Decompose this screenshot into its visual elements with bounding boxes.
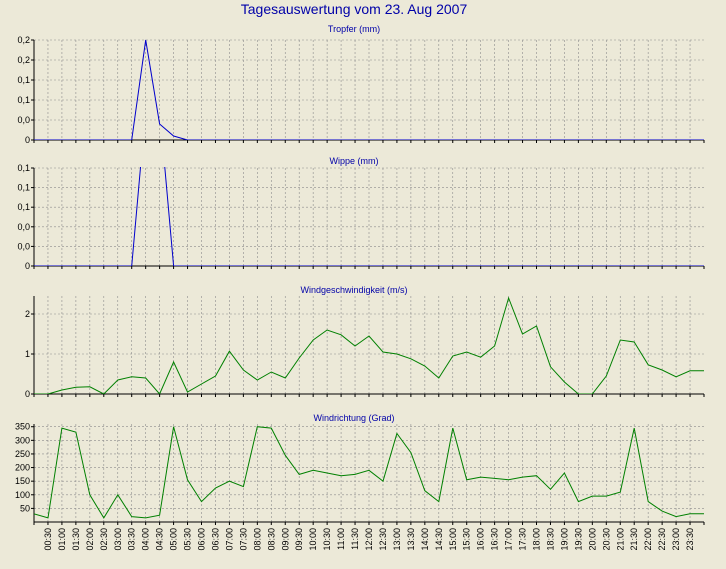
x-tick-label: 22:30 — [657, 528, 667, 551]
x-tick-label: 14:00 — [420, 528, 430, 551]
y-tick-label: 0,1 — [17, 183, 30, 193]
y-tick-label: 0 — [25, 389, 30, 399]
x-tick-label: 20:00 — [587, 528, 597, 551]
x-tick-label: 15:00 — [448, 528, 458, 551]
y-tick-label: 50 — [20, 503, 30, 513]
x-tick-label: 13:30 — [406, 528, 416, 551]
x-tick-label: 17:30 — [518, 528, 528, 551]
y-tick-label: 0,0 — [17, 222, 30, 232]
x-tick-label: 14:30 — [434, 528, 444, 551]
x-tick-label: 01:00 — [57, 528, 67, 551]
x-tick-label: 02:30 — [99, 528, 109, 551]
x-tick-label: 10:30 — [322, 528, 332, 551]
x-tick-label: 08:00 — [252, 528, 262, 551]
x-tick-label: 03:00 — [113, 528, 123, 551]
series-line — [34, 39, 704, 140]
panel-title: Tropfer (mm) — [328, 24, 380, 34]
x-tick-label: 08:30 — [266, 528, 276, 551]
x-tick-label: 16:00 — [476, 528, 486, 551]
y-tick-label: 1 — [25, 349, 30, 359]
x-tick-label: 12:30 — [378, 528, 388, 551]
y-tick-label: 2 — [25, 309, 30, 319]
y-tick-label: 350 — [15, 422, 30, 432]
x-tick-label: 05:00 — [169, 528, 179, 551]
x-tick-label: 05:30 — [183, 528, 193, 551]
x-tick-label: 21:30 — [629, 528, 639, 551]
x-tick-label: 04:00 — [141, 528, 151, 551]
y-tick-label: 0,1 — [17, 95, 30, 105]
series-line — [34, 426, 704, 519]
x-tick-label: 09:00 — [280, 528, 290, 551]
x-tick-label: 19:30 — [573, 528, 583, 551]
y-tick-label: 0,1 — [17, 75, 30, 85]
y-tick-label: 0,0 — [17, 115, 30, 125]
y-tick-label: 250 — [15, 449, 30, 459]
x-tick-label: 18:00 — [532, 528, 542, 551]
y-tick-label: 300 — [15, 435, 30, 445]
panel-title: Windrichtung (Grad) — [313, 413, 394, 423]
x-tick-label: 16:30 — [490, 528, 500, 551]
panel-title: Windgeschwindigkeit (m/s) — [300, 285, 407, 295]
series-line — [34, 296, 704, 394]
x-tick-label: 20:30 — [601, 528, 611, 551]
x-tick-label: 12:00 — [364, 528, 374, 551]
x-tick-label: 11:00 — [336, 528, 346, 550]
panel-title: Wippe (mm) — [330, 156, 379, 166]
x-tick-label: 22:00 — [643, 528, 653, 551]
y-tick-label: 0,1 — [17, 202, 30, 212]
y-tick-label: 0,1 — [17, 163, 30, 173]
x-tick-label: 07:00 — [224, 528, 234, 551]
y-tick-label: 150 — [15, 476, 30, 486]
x-tick-label: 06:30 — [210, 528, 220, 551]
x-tick-label: 13:00 — [392, 528, 402, 551]
y-tick-label: 0,0 — [17, 241, 30, 251]
x-tick-label: 15:30 — [462, 528, 472, 551]
x-tick-label: 23:00 — [671, 528, 681, 551]
y-tick-label: 0 — [25, 261, 30, 271]
x-tick-label: 10:00 — [308, 528, 318, 551]
y-tick-label: 0,2 — [17, 35, 30, 45]
x-tick-label: 06:00 — [197, 528, 207, 551]
x-tick-label: 21:00 — [615, 528, 625, 551]
x-tick-label: 09:30 — [294, 528, 304, 551]
x-tick-label: 18:30 — [545, 528, 555, 551]
x-tick-label: 01:30 — [71, 528, 81, 551]
x-tick-label: 11:30 — [350, 528, 360, 550]
page-title: Tagesauswertung vom 23. Aug 2007 — [241, 1, 468, 17]
y-tick-label: 0 — [25, 135, 30, 145]
x-tick-label: 07:30 — [238, 528, 248, 551]
x-tick-label: 04:30 — [155, 528, 165, 551]
x-tick-label: 02:00 — [85, 528, 95, 551]
x-tick-label: 17:00 — [504, 528, 514, 551]
x-tick-label: 23:30 — [685, 528, 695, 551]
x-tick-label: 19:00 — [559, 528, 569, 551]
y-tick-label: 0,2 — [17, 55, 30, 65]
x-tick-label: 03:30 — [127, 528, 137, 551]
y-tick-label: 100 — [15, 490, 30, 500]
x-tick-label: 00:30 — [43, 528, 53, 551]
y-tick-label: 200 — [15, 463, 30, 473]
